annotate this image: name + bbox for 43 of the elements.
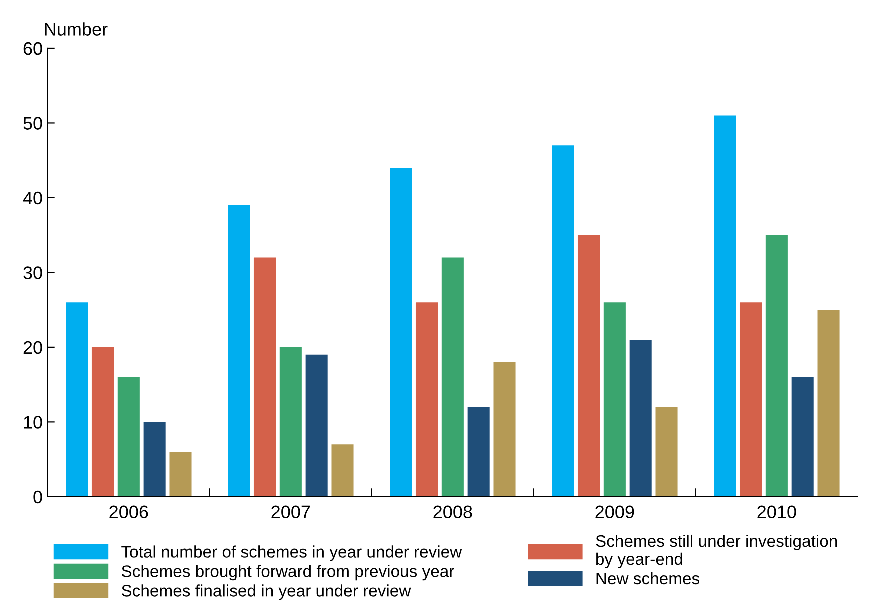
bar xyxy=(740,302,762,497)
bar xyxy=(92,347,114,497)
bar xyxy=(468,407,490,497)
y-axis-title: Number xyxy=(45,22,108,36)
legend-label: Total number of schemes in year under review xyxy=(122,546,462,562)
bar xyxy=(442,258,464,497)
bar xyxy=(552,146,574,497)
bar xyxy=(170,452,192,497)
bar xyxy=(766,235,788,497)
x-tick-label: 2010 xyxy=(758,506,796,519)
legend-label: Schemes still under investigation by year-end xyxy=(596,534,838,568)
y-tick-label: 10 xyxy=(24,416,42,429)
x-tick-label: 2009 xyxy=(596,506,634,519)
bar xyxy=(144,422,166,497)
bar xyxy=(254,258,276,497)
bar xyxy=(416,302,438,497)
bar xyxy=(604,302,626,497)
bar xyxy=(332,444,354,497)
y-tick-label: 30 xyxy=(24,266,42,280)
y-tick-label: 0 xyxy=(34,490,42,504)
y-tick-label: 20 xyxy=(24,341,42,354)
bar xyxy=(390,168,412,497)
legend-label: Schemes finalised in year under review xyxy=(122,584,412,600)
bar xyxy=(818,310,840,497)
y-tick-label: 40 xyxy=(23,192,42,205)
bar xyxy=(306,354,328,497)
bar xyxy=(630,340,652,497)
bar xyxy=(714,116,736,497)
bar xyxy=(792,377,814,497)
bar xyxy=(494,362,516,497)
bar xyxy=(66,302,88,497)
bar xyxy=(280,347,302,497)
bar xyxy=(228,205,250,497)
legend-label: New schemes xyxy=(596,572,700,585)
y-tick-label: 50 xyxy=(24,117,42,130)
legend-label: Schemes brought forward from previous year xyxy=(122,565,454,581)
bar xyxy=(118,377,140,497)
bar xyxy=(656,407,678,497)
x-tick-label: 2008 xyxy=(434,506,472,519)
x-tick-label: 2006 xyxy=(110,506,148,519)
bar xyxy=(578,235,600,497)
x-tick-label: 2007 xyxy=(272,506,310,519)
y-tick-label: 60 xyxy=(24,42,42,56)
